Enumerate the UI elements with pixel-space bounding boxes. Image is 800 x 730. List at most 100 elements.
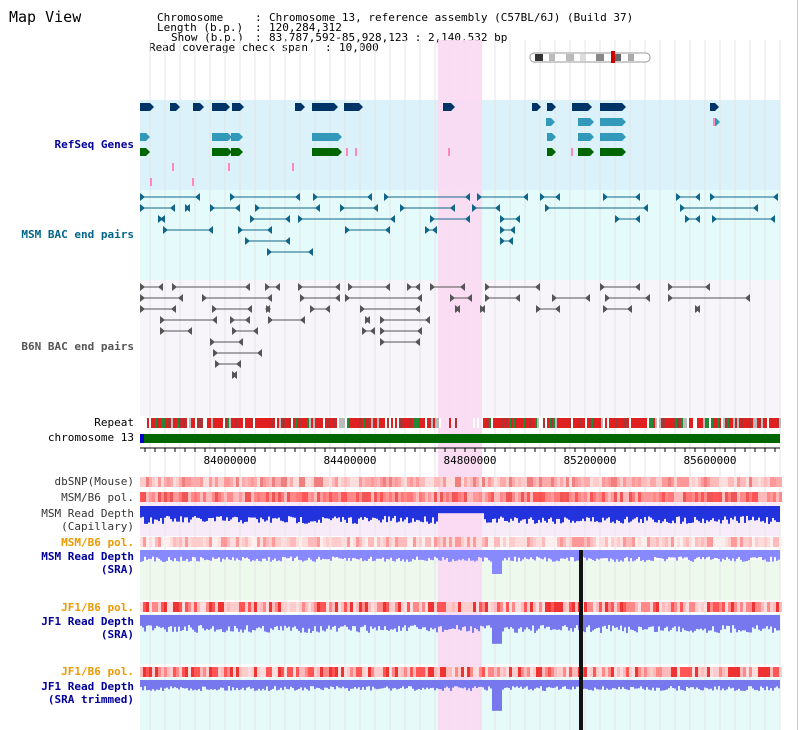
depth-bar xyxy=(618,550,620,562)
repeat-segment xyxy=(377,418,379,428)
msm-depth-sra-label-1[interactable]: MSM Read Depth xyxy=(41,550,134,563)
polymorphism-cell xyxy=(176,537,179,547)
repeat-segment xyxy=(529,418,531,428)
polymorphism-cell xyxy=(152,667,155,677)
polymorphism-heat-strips[interactable] xyxy=(140,477,782,677)
depth-bar xyxy=(258,506,260,523)
repeat-track-strip[interactable] xyxy=(147,418,781,428)
chromosome-bar[interactable] xyxy=(140,434,780,443)
polymorphism-cell xyxy=(404,492,407,502)
polymorphism-cell xyxy=(530,477,533,487)
depth-bar xyxy=(614,550,616,562)
refseq-label[interactable]: RefSeq Genes xyxy=(54,138,134,151)
msm-depth-cap-label-1[interactable]: MSM Read Depth xyxy=(41,507,134,520)
depth-bar xyxy=(632,550,634,562)
polymorphism-cell xyxy=(245,492,248,502)
depth-bar xyxy=(512,615,514,629)
depth-bar xyxy=(304,680,306,688)
polymorphism-cell xyxy=(527,537,530,547)
b6n-bac-label[interactable]: B6N BAC end pairs xyxy=(21,340,134,353)
jf1-b6-pol-label-1[interactable]: JF1/B6 pol. xyxy=(61,601,134,614)
polymorphism-cell xyxy=(662,602,665,612)
depth-bar xyxy=(288,550,290,559)
depth-bar xyxy=(298,550,300,560)
repeat-segment xyxy=(149,418,151,428)
ideogram-position-marker xyxy=(611,51,615,63)
refseq-gene-features[interactable] xyxy=(140,103,720,186)
depth-bar xyxy=(322,680,324,691)
repeat-segment xyxy=(627,418,629,428)
depth-bar xyxy=(516,680,518,687)
polymorphism-cell xyxy=(284,537,287,547)
depth-bar xyxy=(224,615,226,633)
polymorphism-cell xyxy=(395,537,398,547)
repeat-segment xyxy=(417,418,419,428)
polymorphism-cell xyxy=(170,602,173,612)
msm-b6-pol-label-2[interactable]: MSM/B6 pol. xyxy=(61,536,134,549)
depth-bar xyxy=(674,680,676,689)
repeat-segment xyxy=(335,418,337,428)
jf1-depth-trim-label-1[interactable]: JF1 Read Depth xyxy=(41,680,134,693)
jf1-b6-pol-label-2[interactable]: JF1/B6 pol. xyxy=(61,665,134,678)
dbsnp-label[interactable]: dbSNP(Mouse) xyxy=(54,475,134,488)
depth-bar xyxy=(416,680,418,690)
gene-feature xyxy=(140,133,146,141)
depth-bar xyxy=(666,506,668,522)
depth-bar xyxy=(322,506,324,518)
depth-bar xyxy=(644,506,646,518)
depth-bar xyxy=(424,506,426,517)
bac-end-left xyxy=(425,226,430,234)
msm-b6-pol-label-1[interactable]: MSM/B6 pol. xyxy=(61,491,134,504)
bac-end-right xyxy=(370,327,375,335)
depth-bar xyxy=(230,550,232,561)
polymorphism-cell xyxy=(293,602,296,612)
bac-end-left xyxy=(384,193,389,201)
depth-bar xyxy=(774,550,776,558)
polymorphism-cell xyxy=(410,492,413,502)
jf1-depth-sra-label-1[interactable]: JF1 Read Depth xyxy=(41,615,134,628)
polymorphism-cell xyxy=(482,477,485,487)
read-depth-histograms[interactable] xyxy=(140,506,780,711)
chromosome-ideogram[interactable] xyxy=(529,51,651,63)
repeat-segment xyxy=(665,418,667,428)
depth-bar xyxy=(162,550,164,562)
depth-bar xyxy=(254,680,256,691)
polymorphism-cell xyxy=(674,667,677,677)
depth-bar xyxy=(448,550,450,562)
polymorphism-cell xyxy=(746,492,749,502)
depth-bar xyxy=(758,680,760,691)
depth-bar xyxy=(496,615,498,644)
polymorphism-cell xyxy=(686,667,689,677)
depth-bar xyxy=(198,506,200,518)
polymorphism-cell xyxy=(218,477,221,487)
depth-bar xyxy=(232,615,234,632)
repeat-label[interactable]: Repeat xyxy=(94,416,134,429)
polymorphism-cell xyxy=(395,602,398,612)
depth-bar xyxy=(442,615,444,632)
depth-bar xyxy=(682,550,684,559)
polymorphism-cell xyxy=(194,667,197,677)
polymorphism-cell xyxy=(188,477,191,487)
depth-bar xyxy=(722,550,724,559)
b6n-bac-pairs[interactable] xyxy=(140,283,750,379)
polymorphism-cell xyxy=(188,492,191,502)
msm-bac-pairs[interactable] xyxy=(140,193,778,256)
depth-bar xyxy=(162,615,164,628)
polymorphism-cell xyxy=(464,667,467,677)
polymorphism-cell xyxy=(341,492,344,502)
depth-bar xyxy=(226,680,228,691)
gene-feature xyxy=(295,103,301,111)
depth-bar xyxy=(476,680,478,689)
polymorphism-cell xyxy=(617,537,620,547)
msm-bac-label[interactable]: MSM BAC end pairs xyxy=(21,228,134,241)
depth-bar xyxy=(208,615,210,630)
polymorphism-cell xyxy=(512,477,515,487)
gene-strand-arrow xyxy=(590,148,594,156)
depth-bar xyxy=(536,680,538,688)
repeat-segment xyxy=(403,418,405,428)
chromosome-label[interactable]: chromosome 13 xyxy=(47,431,134,444)
polymorphism-cell xyxy=(149,477,152,487)
depth-bar xyxy=(180,615,182,632)
polymorphism-cell xyxy=(389,537,392,547)
